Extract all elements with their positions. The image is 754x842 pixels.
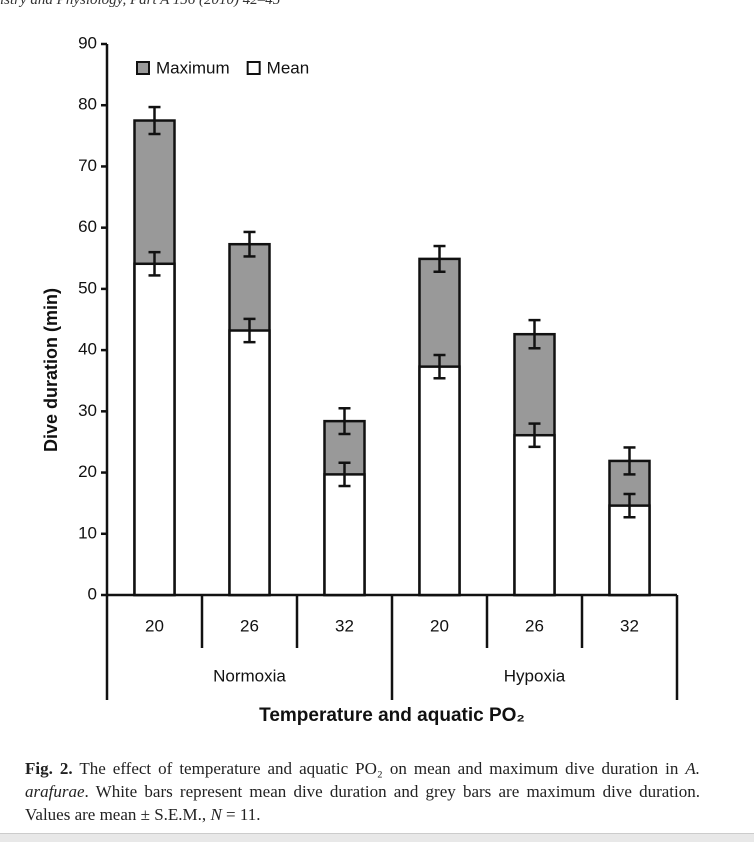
- x-tick-label: 20: [145, 616, 164, 635]
- error-bar: [433, 244, 446, 273]
- bar: [608, 504, 651, 597]
- y-tick-label: 20: [78, 462, 97, 481]
- error-bar: [148, 105, 161, 136]
- bar: [418, 365, 461, 597]
- caption-text: = 11.: [221, 805, 261, 824]
- caption-label: Fig. 2.: [25, 759, 73, 778]
- error-bar: [338, 461, 351, 488]
- bar: [228, 329, 271, 597]
- x-tick-label: 26: [240, 616, 259, 635]
- group-label: Hypoxia: [504, 666, 566, 685]
- caption-species: A. arafurae: [25, 759, 701, 801]
- caption-n: N: [210, 805, 222, 824]
- y-tick-label: 40: [78, 340, 97, 359]
- legend-label: Mean: [267, 58, 310, 77]
- error-bar: [338, 407, 351, 436]
- header: istry and Physiology, Part A 156 (2010) …: [0, 0, 281, 8]
- error-bar: [623, 446, 636, 476]
- legend-swatch: [246, 61, 261, 75]
- y-tick-label: 50: [78, 278, 97, 297]
- chart: Dive duration (min) Temperature and aqua…: [41, 33, 679, 726]
- caption: Fig. 2. The effect of temperature and aq…: [25, 757, 700, 826]
- y-tick-label: 70: [78, 156, 97, 175]
- error-bar: [243, 317, 256, 344]
- error-bar: [433, 353, 446, 380]
- x-tick-label: 32: [620, 616, 639, 635]
- legend-label: Maximum: [156, 58, 230, 77]
- x-tick-label: 20: [430, 616, 449, 635]
- legend-swatch: [136, 61, 150, 75]
- caption-text: The effect of temperature and aquatic PO…: [72, 759, 686, 778]
- bar: [133, 262, 176, 597]
- y-axis-label: Dive duration (min): [41, 288, 61, 452]
- y-tick-label: 0: [88, 584, 97, 603]
- bar: [513, 433, 556, 597]
- bottom-bar: [0, 833, 754, 842]
- bar: [323, 473, 366, 597]
- caption-text: . White bars represent mean dive duratio…: [25, 782, 700, 824]
- error-bar: [623, 492, 636, 519]
- y-tick-label: 30: [78, 401, 97, 420]
- y-tick-label: 10: [78, 523, 97, 542]
- error-bar: [148, 250, 161, 277]
- y-tick-label: 80: [78, 95, 97, 114]
- group-label: Normoxia: [213, 666, 286, 685]
- x-axis-label: Temperature and aquatic PO₂: [259, 705, 525, 726]
- error-bar: [528, 422, 541, 449]
- y-tick-label: 60: [78, 217, 97, 236]
- y-tick-label: 90: [78, 33, 97, 52]
- x-tick-label: 26: [525, 616, 544, 635]
- error-bar: [243, 230, 256, 258]
- error-bar: [528, 318, 541, 350]
- x-tick-label: 32: [335, 616, 354, 635]
